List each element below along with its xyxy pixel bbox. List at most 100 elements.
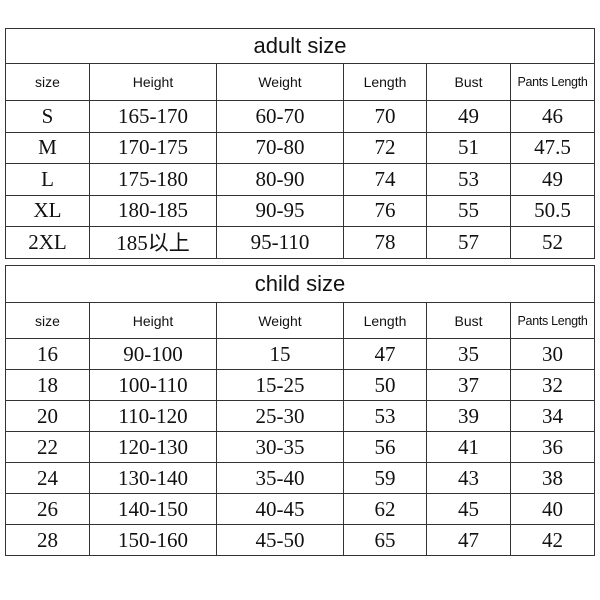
table-cell: 16 (5, 338, 90, 370)
table-cell: 76 (343, 194, 427, 227)
table-cell: 32 (509, 369, 596, 401)
table-row: L 175-180 80-90 74 53 49 (5, 163, 596, 196)
table-row: 24 130-140 35-40 59 43 38 (5, 462, 596, 494)
table-cell: 30 (509, 338, 596, 370)
table-cell: 15-25 (216, 369, 344, 401)
table-row: 22 120-130 30-35 56 41 36 (5, 431, 596, 463)
table-cell: 55 (426, 194, 511, 227)
adult-size-table: adult size size Height Weight Length Bust Pant… (4, 28, 596, 259)
table-row: M 170-175 70-80 72 51 47.5 (5, 131, 596, 164)
table-cell: 175-180 (89, 163, 217, 196)
table-cell: 18 (5, 369, 90, 401)
table-cell: 34 (509, 400, 596, 432)
table-cell: 15 (216, 338, 344, 370)
child-size-table: child size size Height Weight Length Bust Pant… (4, 265, 596, 556)
table-cell: 47.5 (509, 131, 596, 164)
table-cell: 36 (509, 431, 596, 463)
table-cell: 70 (343, 100, 427, 133)
table-cell: 62 (343, 493, 427, 525)
table-cell: 20 (5, 400, 90, 432)
column-header: Weight (216, 302, 344, 339)
table-cell: 110-120 (89, 400, 217, 432)
table-cell: 40-45 (216, 493, 344, 525)
table-row: 16 90-100 15 47 35 30 (5, 338, 596, 370)
table-cell: 60-70 (216, 100, 344, 133)
table-cell: 95-110 (216, 226, 344, 259)
table-cell: 50 (343, 369, 427, 401)
table-cell: 52 (509, 226, 596, 259)
column-header: Pants Length (509, 302, 596, 339)
table-title: child size (4, 265, 596, 303)
table-row: 28 150-160 45-50 65 47 42 (5, 524, 596, 556)
table-cell: 46 (509, 100, 596, 133)
column-header: Weight (216, 63, 344, 101)
column-header: Height (89, 63, 217, 101)
table-title: adult size (4, 28, 596, 64)
table-cell: 150-160 (89, 524, 217, 556)
table-cell: 140-150 (89, 493, 217, 525)
table-cell: L (5, 163, 90, 196)
column-header: Bust (426, 63, 511, 101)
table-cell: 47 (343, 338, 427, 370)
header-row: size Height Weight Length Bust Pants Length (5, 63, 596, 101)
table-cell: 80-90 (216, 163, 344, 196)
table-cell: 70-80 (216, 131, 344, 164)
table-cell: 40 (509, 493, 596, 525)
table-cell: 2XL (5, 226, 90, 259)
table-cell: 45-50 (216, 524, 344, 556)
table-cell: 35-40 (216, 462, 344, 494)
column-header: Length (343, 63, 427, 101)
table-cell: 35 (426, 338, 511, 370)
table-cell: 47 (426, 524, 511, 556)
table-cell: 90-100 (89, 338, 217, 370)
table-cell: 49 (509, 163, 596, 196)
column-header: Pants Length (509, 63, 596, 101)
table-cell: 57 (426, 226, 511, 259)
table-cell: 185以上 (89, 226, 217, 259)
column-header: size (5, 63, 90, 101)
table-cell: 56 (343, 431, 427, 463)
table-row: 2XL 185以上 95-110 78 57 52 (5, 226, 596, 259)
table-cell: 22 (5, 431, 90, 463)
table-cell: 90-95 (216, 194, 344, 227)
table-cell: 53 (343, 400, 427, 432)
table-cell: 28 (5, 524, 90, 556)
table-cell: 25-30 (216, 400, 344, 432)
table-cell: XL (5, 194, 90, 227)
table-cell: 43 (426, 462, 511, 494)
table-cell: 41 (426, 431, 511, 463)
table-row: 26 140-150 40-45 62 45 40 (5, 493, 596, 525)
table-cell: 59 (343, 462, 427, 494)
table-cell: 51 (426, 131, 511, 164)
table-cell: 78 (343, 226, 427, 259)
table-cell: 170-175 (89, 131, 217, 164)
column-header: Height (89, 302, 217, 339)
table-cell: 100-110 (89, 369, 217, 401)
table-row: XL 180-185 90-95 76 55 50.5 (5, 194, 596, 227)
table-cell: 74 (343, 163, 427, 196)
table-cell: 180-185 (89, 194, 217, 227)
table-row: S 165-170 60-70 70 49 46 (5, 100, 596, 133)
table-cell: 45 (426, 493, 511, 525)
column-header: Length (343, 302, 427, 339)
table-cell: M (5, 131, 90, 164)
table-cell: 130-140 (89, 462, 217, 494)
table-cell: 72 (343, 131, 427, 164)
table-row: 18 100-110 15-25 50 37 32 (5, 369, 596, 401)
column-header: Bust (426, 302, 511, 339)
table-cell: 120-130 (89, 431, 217, 463)
table-cell: 24 (5, 462, 90, 494)
table-cell: S (5, 100, 90, 133)
header-row: size Height Weight Length Bust Pants Length (5, 302, 596, 339)
table-cell: 26 (5, 493, 90, 525)
column-header: size (5, 302, 90, 339)
table-cell: 65 (343, 524, 427, 556)
table-cell: 42 (509, 524, 596, 556)
table-cell: 38 (509, 462, 596, 494)
table-cell: 50.5 (509, 194, 596, 227)
table-cell: 53 (426, 163, 511, 196)
table-cell: 165-170 (89, 100, 217, 133)
table-row: 20 110-120 25-30 53 39 34 (5, 400, 596, 432)
table-cell: 30-35 (216, 431, 344, 463)
table-cell: 39 (426, 400, 511, 432)
